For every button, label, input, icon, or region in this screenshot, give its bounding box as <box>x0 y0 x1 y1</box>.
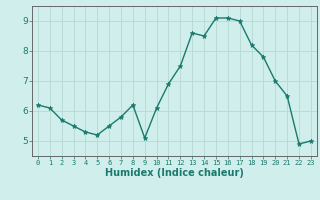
X-axis label: Humidex (Indice chaleur): Humidex (Indice chaleur) <box>105 168 244 178</box>
